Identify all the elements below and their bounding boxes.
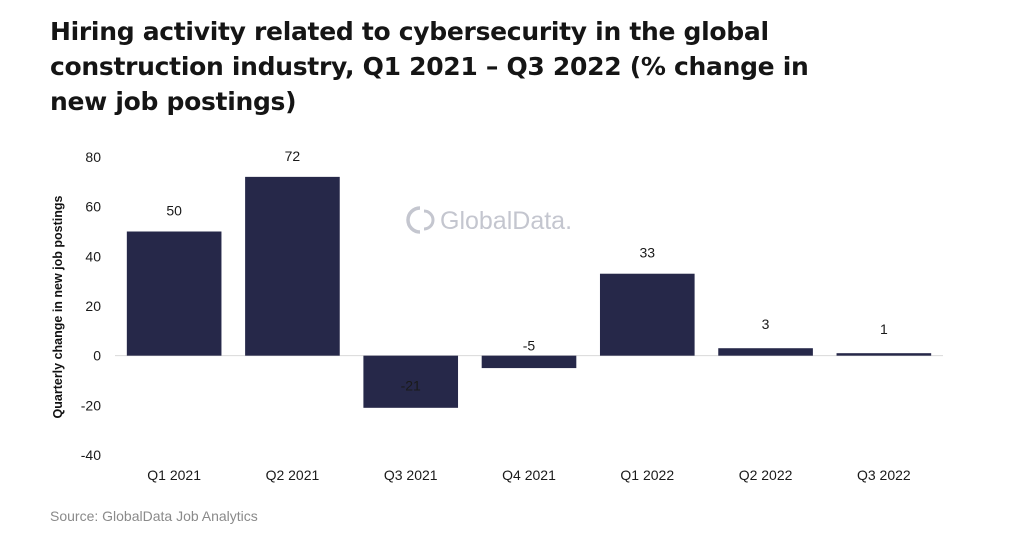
y-tick-label: 40 [85, 248, 101, 264]
x-tick-label: Q3 2022 [857, 467, 911, 483]
bar [363, 355, 459, 408]
data-label: -21 [401, 378, 421, 394]
globaldata-logo-icon [406, 205, 435, 235]
x-tick-label: Q4 2021 [502, 467, 556, 483]
data-label: 72 [285, 148, 301, 164]
chart-title: Hiring activity related to cybersecurity… [50, 17, 809, 116]
y-tick-label: 0 [93, 348, 101, 364]
watermark-logo: GlobalData. [406, 205, 572, 235]
x-tick-label: Q2 2021 [266, 467, 320, 483]
bar [718, 348, 813, 356]
data-label: -5 [523, 338, 536, 354]
bar [126, 231, 222, 356]
y-tick-label: -40 [81, 447, 101, 463]
y-tick-label: -20 [81, 397, 101, 413]
x-axis: Q1 2021 Q2 2021 Q3 2021 Q4 2021 Q1 2022 Q2 20… [147, 467, 911, 483]
y-tick-label: 80 [85, 149, 101, 165]
data-label: 33 [639, 245, 655, 261]
x-tick-label: Q1 2022 [620, 467, 674, 483]
bar [481, 355, 577, 369]
y-axis-title: Quarterly change in new job postings [51, 195, 65, 418]
y-tick-label: 60 [85, 199, 101, 215]
data-label: 50 [166, 203, 182, 219]
bars [126, 176, 932, 408]
y-axis: 80 60 40 20 0 -20 -40 [81, 149, 101, 463]
bar [836, 353, 932, 356]
bar [245, 176, 340, 356]
y-tick-label: 20 [85, 298, 101, 314]
data-label: 1 [880, 321, 888, 337]
x-tick-label: Q2 2022 [739, 467, 793, 483]
data-label: 3 [762, 316, 770, 332]
source-note: Source: GlobalData Job Analytics [50, 508, 258, 524]
bar [599, 273, 695, 356]
watermark-text: GlobalData. [440, 207, 572, 235]
x-tick-label: Q3 2021 [384, 467, 438, 483]
x-tick-label: Q1 2021 [147, 467, 201, 483]
